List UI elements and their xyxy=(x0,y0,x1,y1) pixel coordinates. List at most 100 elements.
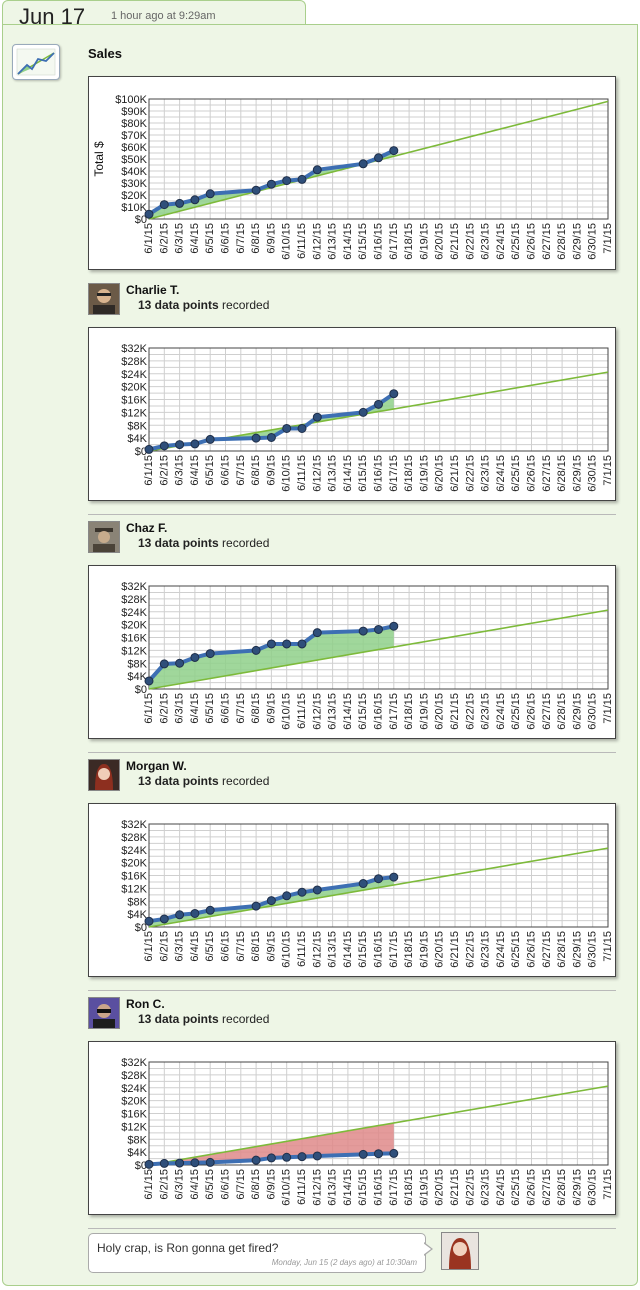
y-axis-label: Total $ xyxy=(92,141,106,177)
y-tick-label: $8K xyxy=(127,896,147,908)
x-tick-label: 6/1/15 xyxy=(143,455,155,486)
y-tick-label: $28K xyxy=(121,832,147,844)
x-tick-label: 6/2/15 xyxy=(158,693,170,724)
x-tick-label: 6/16/15 xyxy=(373,1169,385,1206)
person-name: Chaz F. xyxy=(126,521,168,535)
x-tick-label: 6/30/15 xyxy=(587,931,599,968)
x-tick-label: 6/25/15 xyxy=(510,223,522,260)
data-point xyxy=(144,1159,154,1169)
avatar-commenter-icon[interactable] xyxy=(441,1232,479,1270)
y-tick-label: $20K xyxy=(121,190,147,202)
x-tick-label: 6/5/15 xyxy=(204,223,216,254)
x-tick-label: 6/3/15 xyxy=(174,1169,186,1200)
x-tick-label: 6/24/15 xyxy=(495,223,507,260)
y-tick-label: $30K xyxy=(121,178,147,190)
data-points-suffix: recorded xyxy=(218,1012,270,1026)
data-point xyxy=(282,639,292,649)
x-tick-label: 7/1/15 xyxy=(602,223,614,254)
x-tick-label: 6/28/15 xyxy=(556,1169,568,1206)
data-points-suffix: recorded xyxy=(218,536,270,550)
x-tick-label: 6/19/15 xyxy=(418,223,430,260)
x-tick-label: 6/25/15 xyxy=(510,693,522,730)
data-point xyxy=(312,628,322,638)
data-point xyxy=(358,159,368,169)
y-tick-label: $4K xyxy=(127,1147,147,1159)
x-tick-label: 6/13/15 xyxy=(327,693,339,730)
data-point xyxy=(251,645,261,655)
data-point xyxy=(374,153,383,163)
x-tick-label: 6/19/15 xyxy=(418,931,430,968)
y-tick-label: $24K xyxy=(121,607,147,619)
goal-line xyxy=(148,847,609,928)
grid xyxy=(148,347,609,452)
data-point xyxy=(159,1158,169,1168)
x-tick-label: 6/2/15 xyxy=(158,931,170,962)
x-tick-label: 6/8/15 xyxy=(250,931,262,962)
data-point xyxy=(190,908,200,918)
x-tick-label: 6/18/15 xyxy=(403,693,415,730)
x-tick-label: 6/10/15 xyxy=(281,693,293,730)
y-tick-label: $8K xyxy=(127,658,147,670)
x-tick-label: 6/29/15 xyxy=(571,693,583,730)
x-tick-label: 6/14/15 xyxy=(342,455,354,492)
x-tick-label: 6/3/15 xyxy=(174,455,186,486)
x-tick-label: 6/22/15 xyxy=(464,223,476,260)
charlie-chart: $0 $4K $8K $12K $16K $20K $24K $28K $32K 6/1/15 6/… xyxy=(88,327,616,501)
avatar-charlie-icon[interactable] xyxy=(88,283,120,315)
x-tick-label: 6/28/15 xyxy=(556,455,568,492)
data-point xyxy=(282,176,292,186)
data-point xyxy=(175,1158,185,1168)
plot-border xyxy=(148,1061,609,1166)
x-tick-label: 6/3/15 xyxy=(174,931,186,962)
x-tick-label: 6/18/15 xyxy=(403,455,415,492)
avatar-morgan-icon[interactable] xyxy=(88,759,120,791)
y-tick-label: $28K xyxy=(121,356,147,368)
person-name: Ron C. xyxy=(126,997,165,1011)
x-tick-label: 6/2/15 xyxy=(158,455,170,486)
x-tick-label: 6/22/15 xyxy=(464,693,476,730)
x-tick-label: 6/17/15 xyxy=(388,455,400,492)
y-tick-label: $0 xyxy=(135,446,147,458)
data-point xyxy=(190,652,200,662)
x-tick-label: 6/10/15 xyxy=(281,223,293,260)
data-point xyxy=(175,198,185,208)
morgan-chart: $0 $4K $8K $12K $16K $20K $24K $28K $32K 6/1/15 6/… xyxy=(88,803,616,977)
x-tick-label: 6/21/15 xyxy=(449,693,461,730)
y-tick-label: $80K xyxy=(121,118,147,130)
x-tick-label: 6/17/15 xyxy=(388,931,400,968)
x-tick-label: 6/6/15 xyxy=(220,931,232,962)
x-tick-label: 6/25/15 xyxy=(510,931,522,968)
x-tick-label: 6/6/15 xyxy=(220,223,232,254)
x-tick-label: 6/9/15 xyxy=(265,455,277,486)
x-tick-label: 6/28/15 xyxy=(556,931,568,968)
x-tick-label: 6/29/15 xyxy=(571,931,583,968)
data-point xyxy=(389,872,399,882)
y-tick-label: $20K xyxy=(121,1096,147,1108)
y-tick-label: $0 xyxy=(135,684,147,696)
x-tick-label: 6/17/15 xyxy=(388,223,400,260)
x-tick-label: 6/10/15 xyxy=(281,1169,293,1206)
data-point xyxy=(266,896,276,906)
x-tick-label: 6/5/15 xyxy=(204,1169,216,1200)
x-tick-label: 6/27/15 xyxy=(541,223,553,260)
y-tick-label: $32K xyxy=(121,581,147,593)
x-tick-label: 7/1/15 xyxy=(602,1169,614,1200)
x-tick-label: 6/28/15 xyxy=(556,693,568,730)
data-point xyxy=(282,1152,292,1162)
x-tick-label: 6/13/15 xyxy=(327,223,339,260)
avatar-ron-icon[interactable] xyxy=(88,997,120,1029)
avatar-chaz-icon[interactable] xyxy=(88,521,120,553)
data-point xyxy=(159,200,169,210)
x-tick-label: 6/25/15 xyxy=(510,455,522,492)
x-tick-label: 6/20/15 xyxy=(434,1169,446,1206)
line-chart-icon[interactable] xyxy=(12,44,60,80)
x-tick-label: 6/8/15 xyxy=(250,223,262,254)
y-tick-label: $4K xyxy=(127,671,147,683)
data-point xyxy=(374,624,383,634)
y-tick-label: $20K xyxy=(121,620,147,632)
y-tick-label: $4K xyxy=(127,909,147,921)
x-tick-label: 6/4/15 xyxy=(189,223,201,254)
x-tick-label: 6/12/15 xyxy=(311,223,323,260)
